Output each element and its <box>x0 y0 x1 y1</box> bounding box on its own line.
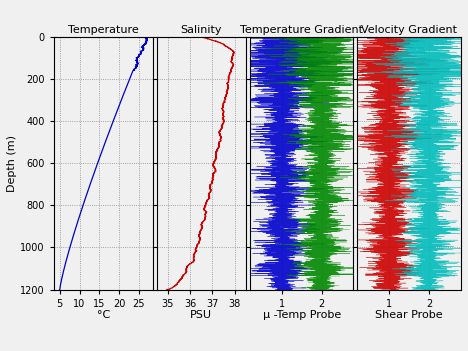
X-axis label: °C: °C <box>96 310 110 320</box>
Y-axis label: Depth (m): Depth (m) <box>7 135 17 192</box>
Title: Temperature Gradient: Temperature Gradient <box>240 25 363 35</box>
Title: Salinity: Salinity <box>181 25 222 35</box>
Title: Temperature: Temperature <box>68 25 139 35</box>
X-axis label: μ -Temp Probe: μ -Temp Probe <box>263 310 341 320</box>
Title: Velocity Gradient: Velocity Gradient <box>361 25 457 35</box>
X-axis label: Shear Probe: Shear Probe <box>375 310 443 320</box>
X-axis label: PSU: PSU <box>190 310 212 320</box>
